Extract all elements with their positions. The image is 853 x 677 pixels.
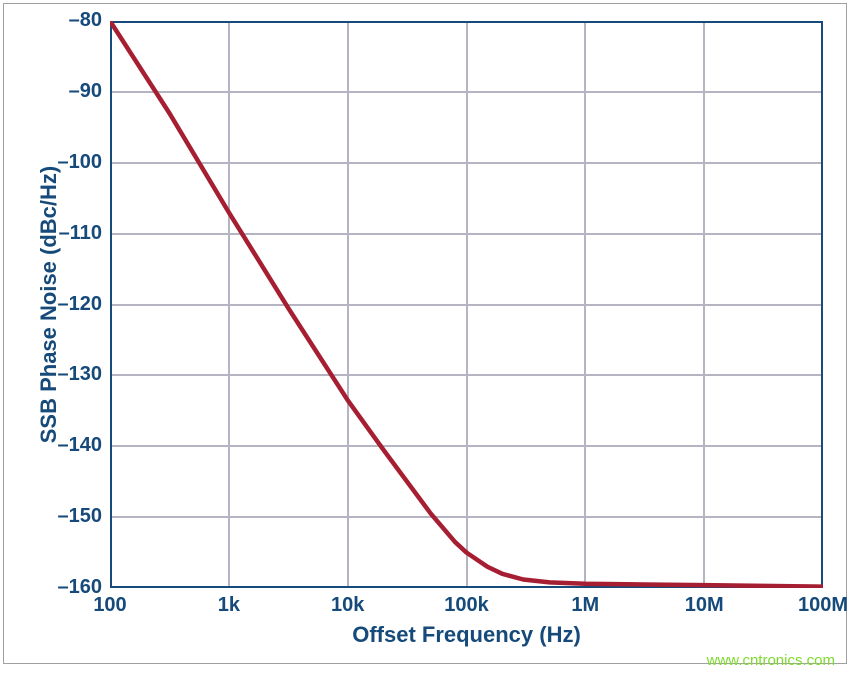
phase-noise-chart: 1001k10k100k1M10M100M–160–150–140–130–12… [0, 0, 853, 677]
series-phase-noise [110, 21, 823, 587]
series-layer [0, 0, 853, 677]
watermark: www.cntronics.com [707, 652, 835, 669]
